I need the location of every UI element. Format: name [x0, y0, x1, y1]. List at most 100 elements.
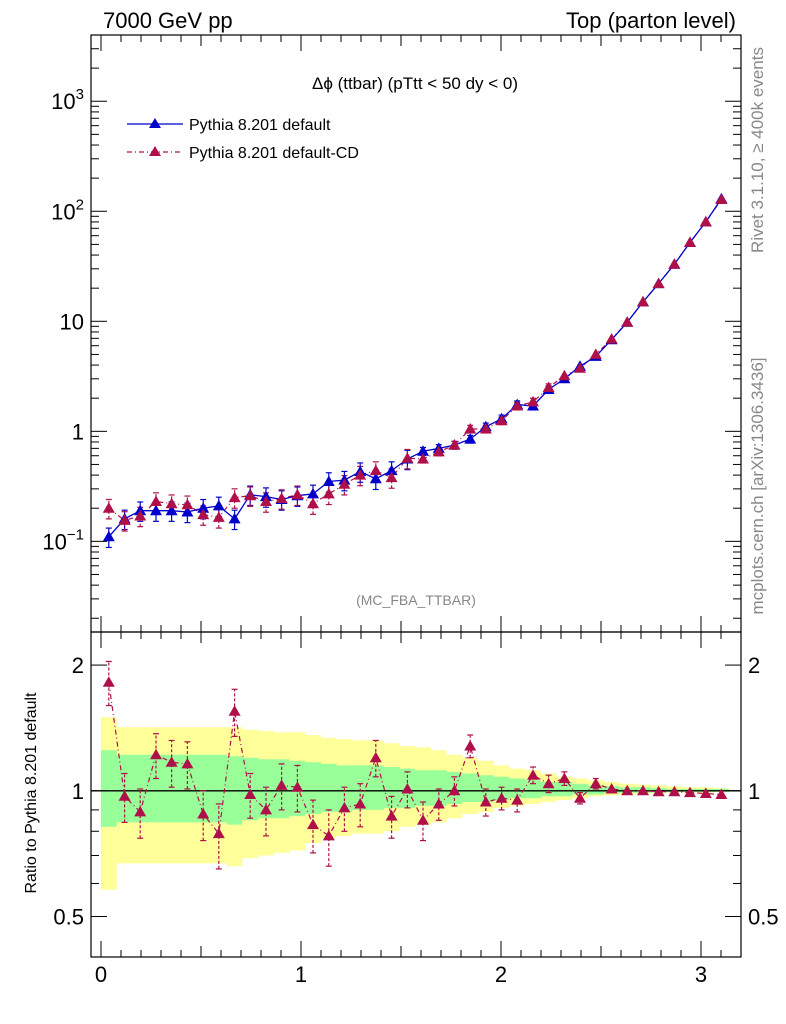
- series-cd-point: [495, 414, 508, 426]
- series-default-point: [212, 499, 225, 511]
- main-y-tick-label: 102: [51, 196, 84, 224]
- ratio-x-tick-label: 3: [695, 962, 707, 987]
- ratio-cd-point: [385, 810, 398, 821]
- ratio-cd-point: [369, 751, 382, 763]
- ratio-cd-point: [354, 798, 367, 809]
- ratio-y-tick-label: 2: [72, 653, 84, 678]
- ratio-cd-point: [448, 784, 461, 796]
- main-plot: 10−1 1 10 102 103 Δϕ (ttbar) (pTtt < 50 dy <…: [42, 34, 742, 633]
- series-cd-point: [322, 487, 335, 499]
- ratio-y-tick-label-right: 0.5: [748, 905, 779, 930]
- series-cd-point: [417, 453, 429, 464]
- ratio-cd-point: [244, 788, 257, 799]
- series-cd-point: [212, 511, 225, 522]
- series-cd-point: [511, 400, 524, 411]
- ratio-y-tick-label: 0.5: [53, 905, 84, 930]
- ratio-plot-frame: [90, 631, 742, 958]
- ratio-cd-point: [511, 794, 524, 805]
- series-default-point: [102, 530, 115, 542]
- series-cd-point: [574, 362, 586, 373]
- series-cd-point: [684, 236, 696, 247]
- ratio-x-tick-label: 2: [495, 962, 507, 987]
- series-default-point: [369, 472, 382, 484]
- series-cd-point: [621, 316, 634, 327]
- series-cd-point: [479, 423, 492, 434]
- series-default-point: [181, 506, 194, 517]
- mcplots-label: mcplots.cern.ch [arXiv:1306.3436]: [748, 357, 767, 614]
- ratio-cd-point: [684, 786, 696, 798]
- series-cd-point: [244, 489, 257, 501]
- header-right: Top (parton level): [566, 8, 736, 33]
- ratio-ylabel: Ratio to Pythia 8.201 default: [23, 692, 40, 894]
- ratio-cd-point: [322, 829, 335, 841]
- main-y-tick-label: 1: [72, 419, 84, 444]
- ratio-cd-point: [417, 814, 429, 825]
- ratio-cd-point: [307, 818, 319, 830]
- header-left: 7000 GeV pp: [103, 8, 233, 33]
- watermark: (MC_FBA_TTBAR): [356, 592, 476, 608]
- ratio-y-tick-label-right: 2: [748, 653, 760, 678]
- ratio-cd-point: [542, 777, 555, 789]
- series-cd-point: [668, 258, 681, 269]
- ratio-cd-point: [605, 783, 618, 794]
- series-cd-point: [448, 439, 461, 450]
- ratio-cd-point: [699, 787, 712, 798]
- ratio-cd-point: [432, 798, 445, 809]
- series-cd-point: [150, 495, 162, 506]
- ratio-x-tick-label: 1: [295, 962, 307, 987]
- ratio-cd-point: [401, 783, 414, 794]
- series-default-line: [108, 198, 722, 538]
- main-axes: 10−1 1 10 102 103: [42, 34, 742, 632]
- series-cd-point: [401, 452, 414, 463]
- main-marks: [102, 192, 728, 549]
- series-cd-point: [354, 469, 367, 480]
- series-default-point: [197, 502, 210, 513]
- rivet-label: Rivet 3.1.10, ≥ 400k events: [748, 47, 767, 253]
- ratio-cd-point: [181, 757, 194, 769]
- series-cd-point: [181, 498, 194, 510]
- ratio-band-inner: [100, 750, 730, 827]
- ratio-cd-point: [165, 756, 178, 767]
- series-cd-point: [464, 423, 477, 434]
- series-cd-point: [260, 495, 272, 506]
- ratio-cd-point: [150, 748, 162, 760]
- ratio-cd-point: [558, 772, 571, 783]
- series-default-point: [228, 512, 241, 524]
- legend-marker-cd: [149, 146, 161, 156]
- series-default-point: [417, 445, 429, 456]
- series-cd-point: [605, 333, 618, 344]
- series-cd-point: [385, 471, 398, 483]
- ratio-cd-point: [275, 779, 288, 790]
- series-cd-point: [275, 492, 288, 503]
- ratio-cd-point: [637, 784, 649, 796]
- series-default-point: [385, 464, 398, 476]
- ratio-y-tick-label: 1: [72, 779, 84, 804]
- series-cd-point: [307, 497, 319, 509]
- legend-label-default: Pythia 8.201 default: [189, 117, 331, 134]
- ratio-cd-point: [291, 781, 304, 792]
- series-default-point: [464, 433, 477, 444]
- ratio-cd-point: [118, 790, 131, 801]
- ratio-cd-point: [527, 769, 539, 780]
- ratio-cd-point: [574, 792, 586, 803]
- series-default-point: [322, 475, 335, 486]
- series-cd-point: [527, 395, 539, 407]
- ratio-cd-point: [715, 788, 728, 799]
- ratio-cd-point: [212, 827, 225, 839]
- series-cd-point: [291, 488, 304, 500]
- legend-marker-default: [149, 118, 161, 128]
- series-cd-point: [558, 369, 571, 381]
- series-cd-point: [715, 193, 728, 204]
- main-title: Δϕ (ttbar) (pTtt < 50 dy < 0): [312, 74, 518, 93]
- series-cd-point: [699, 215, 712, 227]
- series-cd-point: [542, 381, 555, 392]
- ratio-cd-point: [464, 740, 477, 751]
- series-default-point: [165, 504, 178, 516]
- series-cd-point: [652, 277, 665, 289]
- series-cd-point: [432, 445, 445, 457]
- ratio-cd-point: [668, 785, 681, 797]
- legend: Pythia 8.201 default Pythia 8.201 defaul…: [127, 117, 359, 162]
- series-cd-point: [134, 510, 147, 521]
- ratio-cd-point: [102, 676, 115, 687]
- series-default-point: [134, 504, 147, 516]
